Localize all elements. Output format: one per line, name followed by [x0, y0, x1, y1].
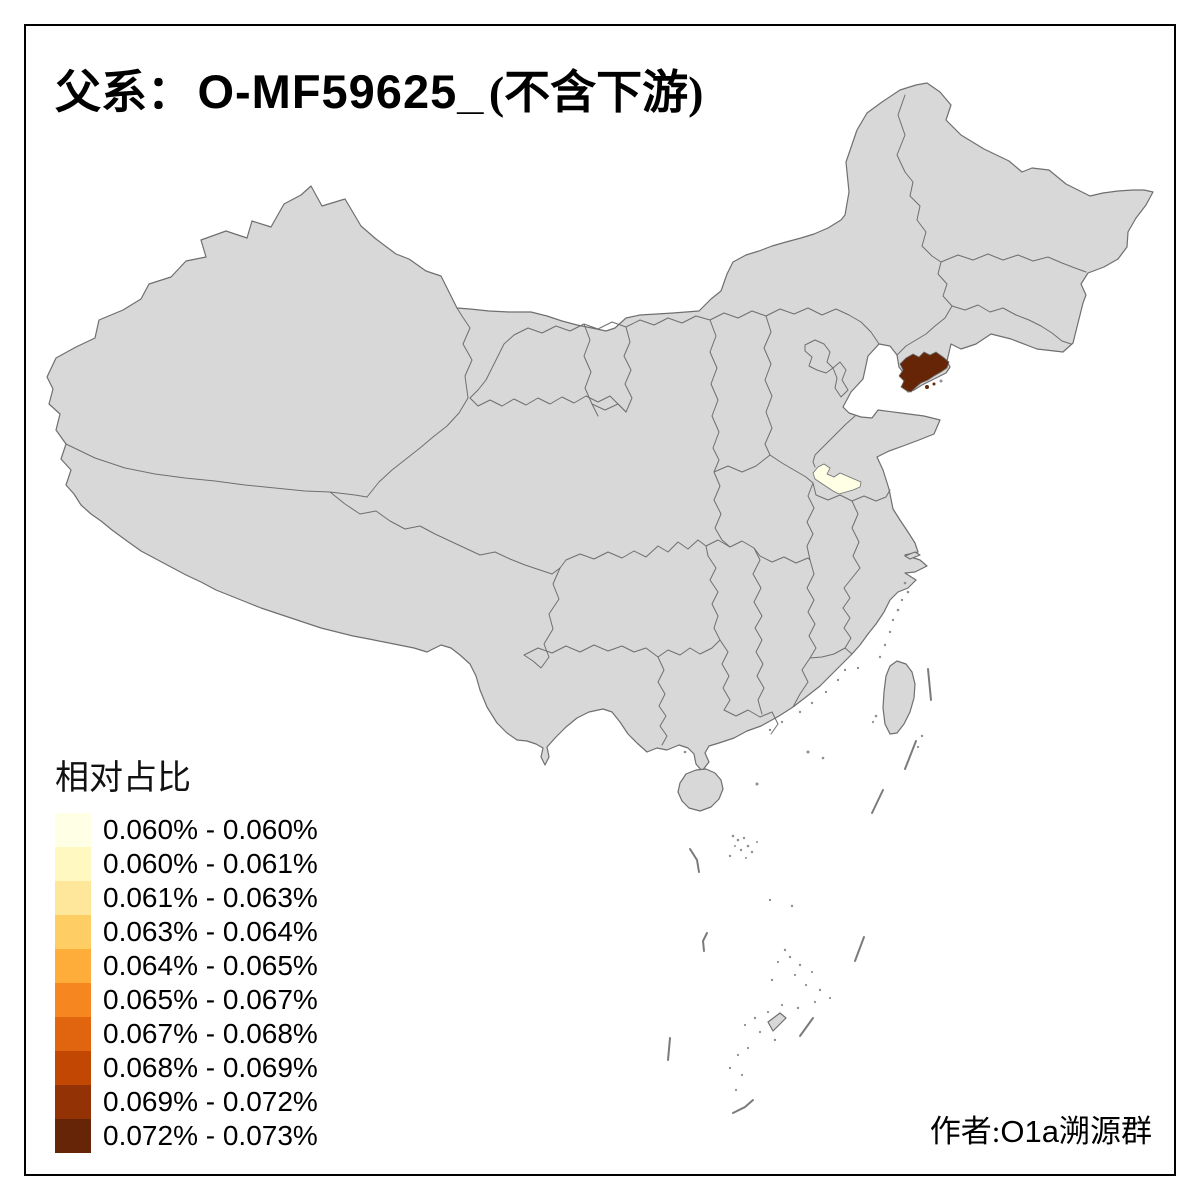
legend-swatch — [55, 813, 91, 847]
figure-frame — [24, 24, 1176, 1176]
legend-item: 0.060% - 0.060% — [55, 813, 318, 847]
title-haplogroup-code: O-MF59625_ — [197, 65, 485, 118]
legend-label: 0.067% - 0.068% — [103, 1018, 318, 1049]
author-attribution: 作者:O1a溯源群 — [930, 1106, 1152, 1151]
legend-label: 0.060% - 0.060% — [103, 814, 318, 845]
legend-swatch — [55, 1085, 91, 1119]
legend-swatch — [55, 881, 91, 915]
attribution-suffix: 溯源群 — [1059, 1114, 1152, 1149]
legend-swatch — [55, 1051, 91, 1085]
legend-swatch — [55, 1119, 91, 1153]
chongming-island — [904, 551, 921, 560]
legend-item: 0.072% - 0.073% — [55, 1119, 318, 1153]
legend-title: 相对占比 — [55, 760, 191, 797]
legend-label: 0.061% - 0.063% — [103, 882, 318, 913]
attribution-group-latin: O1a — [1000, 1114, 1059, 1149]
legend-label: 0.063% - 0.064% — [103, 916, 318, 947]
nine-dash-line — [667, 668, 932, 1114]
legend-item: 0.063% - 0.064% — [55, 915, 318, 949]
legend-item: 0.065% - 0.067% — [55, 983, 318, 1017]
legend-swatch — [55, 915, 91, 949]
legend-item: 0.067% - 0.068% — [55, 1017, 318, 1051]
legend-item: 0.060% - 0.061% — [55, 847, 318, 881]
region-west-shandong-highlight — [812, 463, 862, 495]
attribution-prefix: 作者: — [929, 1114, 1001, 1149]
legend-swatch — [55, 847, 91, 881]
spratly-sliver — [767, 1012, 787, 1032]
title-suffix: (不含下游) — [488, 67, 704, 118]
legend-swatch — [55, 983, 91, 1017]
legend-item: 0.068% - 0.069% — [55, 1051, 318, 1085]
sea-islands — [683, 581, 924, 1092]
legend-label: 0.068% - 0.069% — [103, 1052, 318, 1083]
taiwan-island — [882, 660, 916, 735]
legend-item: 0.061% - 0.063% — [55, 881, 318, 915]
tianjin-enclave — [832, 361, 849, 398]
legend-label: 0.065% - 0.067% — [103, 984, 318, 1015]
province-borders — [65, 94, 1087, 746]
legend: 相对占比 0.060% - 0.060% 0.060% - 0.061% 0.0… — [55, 750, 318, 1153]
region-liaodong-dalian-highlight — [898, 351, 950, 393]
legend-label: 0.064% - 0.065% — [103, 950, 318, 981]
dalian-islet — [925, 385, 929, 389]
figure-title: 父系： O-MF59625_ (不含下游) — [55, 56, 703, 122]
legend-item: 0.064% - 0.065% — [55, 949, 318, 983]
legend-swatch — [55, 949, 91, 983]
legend-swatch — [55, 1017, 91, 1051]
hainan-island — [677, 768, 724, 812]
legend-label: 0.060% - 0.061% — [103, 848, 318, 879]
title-prefix: 父系： — [55, 67, 193, 118]
mainland-outline — [46, 82, 1154, 772]
coastal-islet — [939, 379, 943, 383]
legend-item: 0.069% - 0.072% — [55, 1085, 318, 1119]
legend-label: 0.072% - 0.073% — [103, 1120, 318, 1151]
legend-label: 0.069% - 0.072% — [103, 1086, 318, 1117]
beijing-enclave — [804, 339, 834, 374]
dalian-islet — [932, 382, 936, 386]
